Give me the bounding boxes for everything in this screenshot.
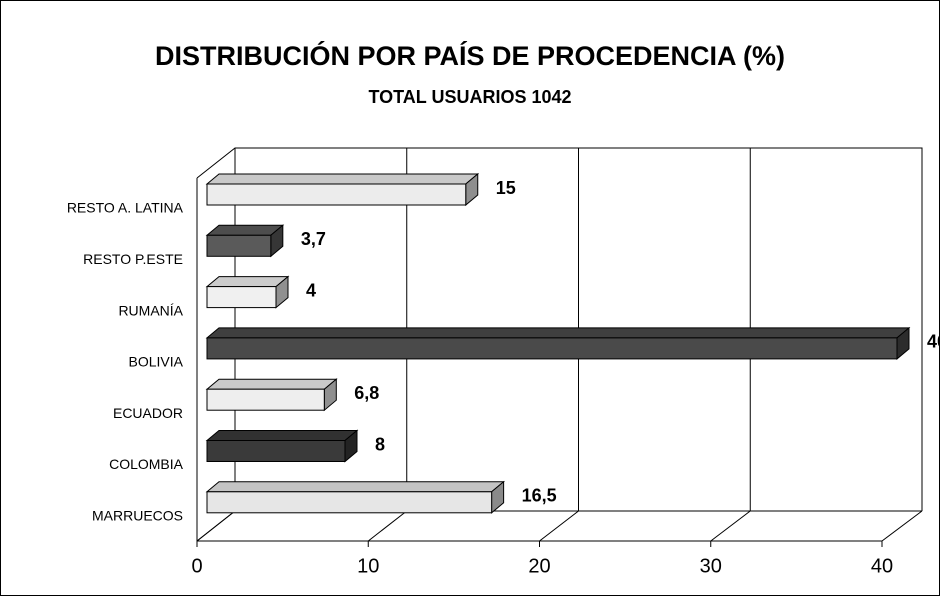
value-label: 40 bbox=[927, 332, 940, 352]
floor-grid-line bbox=[881, 510, 923, 542]
chart-title: DISTRIBUCIÓN POR PAÍS DE PROCEDENCIA (%) bbox=[155, 40, 785, 71]
value-label: 4 bbox=[306, 280, 316, 300]
bar bbox=[206, 183, 467, 206]
value-label: 16,5 bbox=[522, 486, 557, 506]
bar-top bbox=[205, 224, 285, 236]
bar-top bbox=[205, 430, 359, 441]
bar bbox=[206, 440, 346, 462]
y-tick-label: MARRUECOS bbox=[92, 508, 183, 524]
chart-subtitle: TOTAL USUARIOS 1042 bbox=[368, 87, 571, 107]
y-tick-label: ECUADOR bbox=[113, 405, 183, 421]
x-tick-label: 40 bbox=[871, 555, 893, 577]
floor-grid-line bbox=[539, 510, 579, 542]
x-tick-label: 20 bbox=[528, 555, 550, 577]
x-tick-label: 30 bbox=[700, 555, 722, 577]
bar bbox=[206, 286, 277, 309]
bar-top bbox=[205, 327, 911, 339]
y-tick-label: RESTO P.ESTE bbox=[83, 251, 183, 267]
floor-grid-line bbox=[710, 510, 751, 542]
bar bbox=[206, 337, 898, 360]
bar-top bbox=[205, 173, 480, 185]
value-label: 6,8 bbox=[354, 383, 379, 403]
bar-top bbox=[205, 276, 290, 288]
y-tick-label: BOLIVIA bbox=[129, 354, 184, 370]
bar-top bbox=[205, 481, 506, 493]
x-tick-label: 10 bbox=[357, 555, 379, 577]
bar bbox=[206, 234, 272, 257]
value-label: 3,7 bbox=[301, 229, 326, 249]
value-label: 15 bbox=[496, 178, 516, 198]
y-tick-label: RESTO A. LATINA bbox=[67, 200, 184, 216]
x-tick-label: 0 bbox=[191, 555, 202, 577]
floor-grid-line bbox=[367, 510, 408, 542]
value-label: 8 bbox=[375, 434, 385, 454]
floor-grid-line bbox=[196, 510, 236, 542]
y-tick-label: COLOMBIA bbox=[109, 456, 184, 472]
y-tick-label: RUMANÍA bbox=[118, 302, 183, 318]
bar-top bbox=[205, 378, 338, 390]
bar bbox=[206, 491, 493, 514]
bar bbox=[206, 388, 325, 411]
